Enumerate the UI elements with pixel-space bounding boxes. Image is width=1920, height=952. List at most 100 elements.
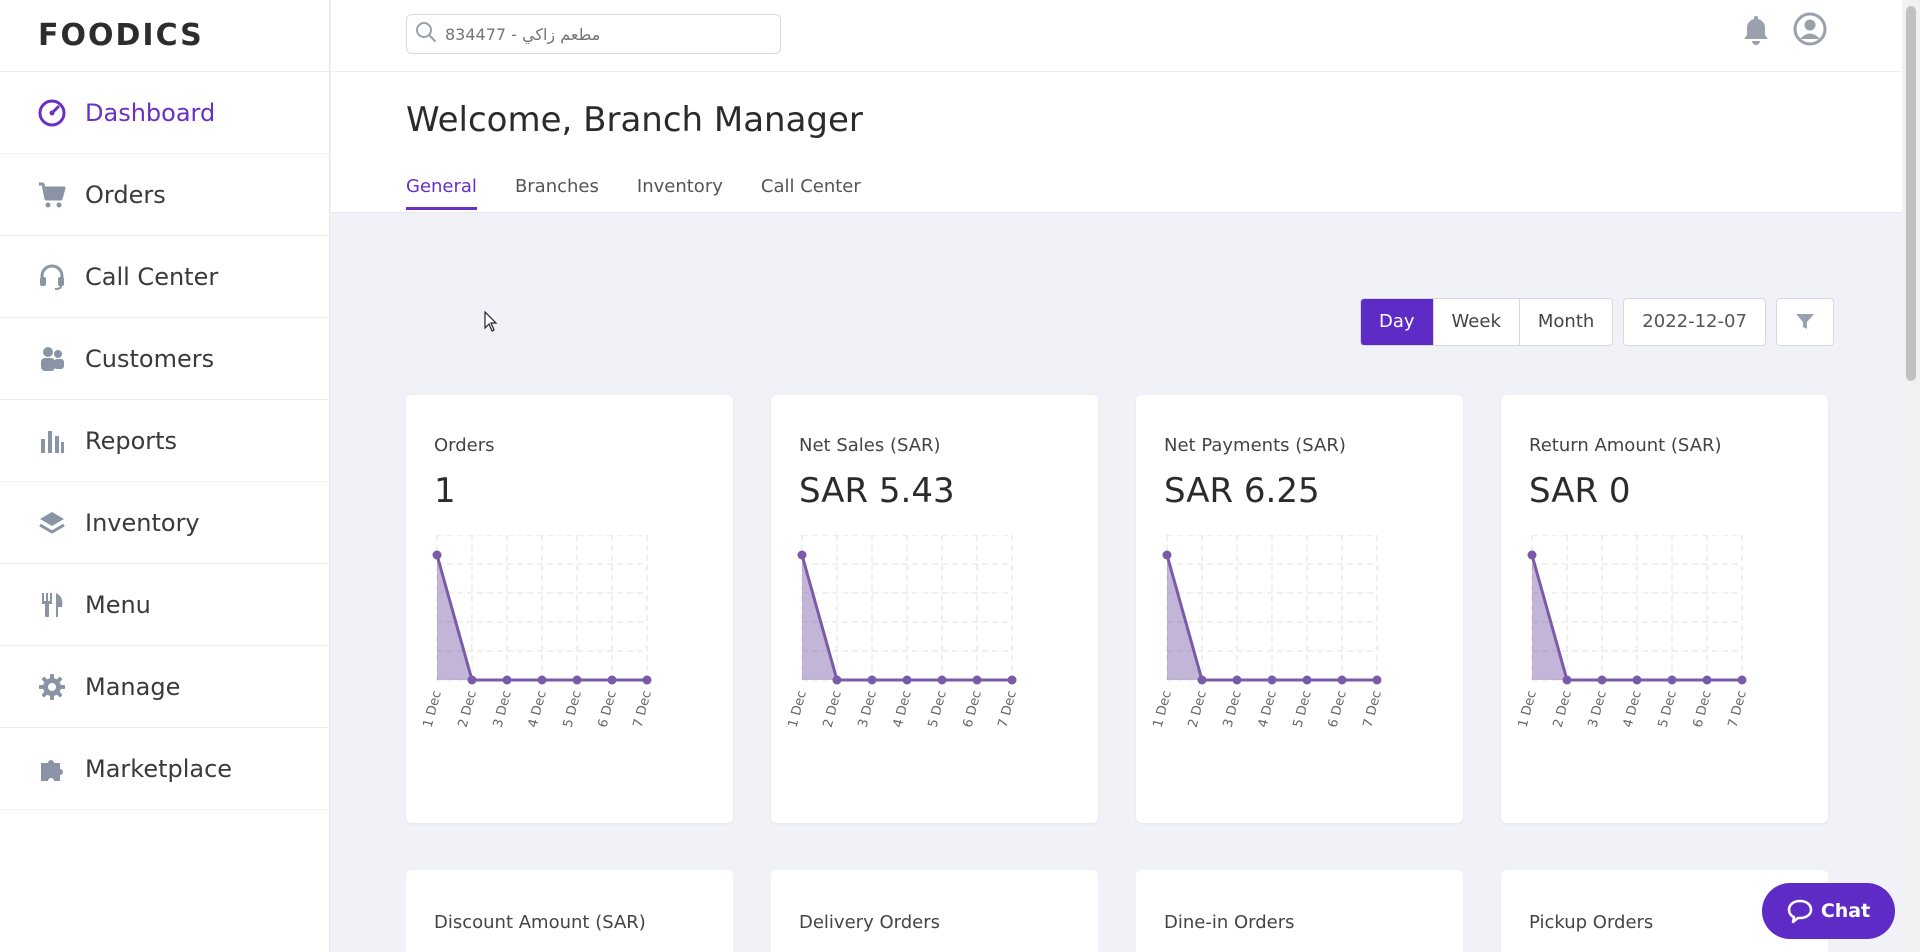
customers-icon xyxy=(37,344,67,374)
scrollbar-thumb[interactable] xyxy=(1906,6,1916,381)
sidebar: FOODICS Dashboard Orders Call Center Cus… xyxy=(0,0,330,952)
x-tick-label: 6 Dec xyxy=(596,689,620,729)
sidebar-item-label: Inventory xyxy=(85,508,200,537)
data-point xyxy=(1302,675,1312,685)
data-point xyxy=(1702,675,1712,685)
series-area xyxy=(437,555,647,680)
data-point xyxy=(1372,675,1382,685)
x-tick-label: 5 Dec xyxy=(1656,689,1680,729)
cart-icon xyxy=(37,180,67,210)
sidebar-item-manage[interactable]: Manage xyxy=(0,646,329,728)
sidebar-item-orders[interactable]: Orders xyxy=(0,154,329,236)
filter-button[interactable] xyxy=(1775,298,1834,346)
logo-text: FOODICS xyxy=(38,18,204,53)
logo[interactable]: FOODICS xyxy=(0,0,329,72)
layers-icon xyxy=(37,508,67,538)
data-point xyxy=(1337,675,1347,685)
card-net-sales: Net Sales (SAR) SAR 5.43 1 Dec 2 Dec 3 Dec… xyxy=(771,395,1098,823)
sidebar-item-dashboard[interactable]: Dashboard xyxy=(0,72,329,154)
data-point xyxy=(1632,675,1642,685)
card-title: Pickup Orders xyxy=(1529,912,1654,933)
x-tick-label: 7 Dec xyxy=(1726,689,1750,729)
x-tick-label: 7 Dec xyxy=(1361,689,1385,729)
card-value: SAR 5.43 xyxy=(799,471,955,511)
sidebar-item-inventory[interactable]: Inventory xyxy=(0,482,329,564)
x-tick-label: 3 Dec xyxy=(491,689,515,729)
card-delivery-orders: Delivery Orders xyxy=(771,870,1098,952)
period-selector: Day Week Month xyxy=(1360,298,1614,346)
period-week-button[interactable]: Week xyxy=(1434,299,1520,345)
sidebar-item-reports[interactable]: Reports xyxy=(0,400,329,482)
mouse-cursor-icon xyxy=(484,310,498,337)
x-tick-label: 6 Dec xyxy=(961,689,985,729)
user-avatar-icon[interactable] xyxy=(1793,12,1827,46)
period-month-button[interactable]: Month xyxy=(1537,311,1595,332)
data-point xyxy=(642,675,652,685)
headset-icon xyxy=(37,262,67,292)
x-tick-label: 7 Dec xyxy=(631,689,655,729)
period-day-button[interactable]: Day xyxy=(1361,299,1434,345)
data-point xyxy=(937,675,947,685)
sidebar-item-menu[interactable]: Menu xyxy=(0,564,329,646)
card-value: SAR 0 xyxy=(1529,471,1631,511)
x-tick-label: 5 Dec xyxy=(926,689,950,729)
card-discount-amount: Discount Amount (SAR) xyxy=(406,870,733,952)
x-tick-label: 4 Dec xyxy=(1621,689,1645,729)
tab-call-center[interactable]: Call Center xyxy=(760,176,861,197)
dashboard-icon xyxy=(37,98,67,128)
data-point xyxy=(1667,675,1677,685)
search-icon xyxy=(415,21,437,47)
data-point xyxy=(1162,550,1172,560)
net-sales-chart: 1 Dec 2 Dec 3 Dec 4 Dec 5 Dec 6 Dec 7 Dec xyxy=(786,535,1020,729)
x-tick-label: 3 Dec xyxy=(1221,689,1245,729)
card-dine-in-orders: Dine-in Orders xyxy=(1136,870,1463,952)
sidebar-item-label: Customers xyxy=(85,344,215,373)
sidebar-item-customers[interactable]: Customers xyxy=(0,318,329,400)
puzzle-icon xyxy=(37,754,67,784)
x-tick-label: 1 Dec xyxy=(421,689,445,729)
data-point xyxy=(502,675,512,685)
sidebar-item-label: Marketplace xyxy=(85,754,233,783)
x-tick-label: 6 Dec xyxy=(1326,689,1350,729)
summary-cards: Orders 1 1 Dec 2 Dec 3 Dec 4 Dec 5 Dec 6 Dec 7… xyxy=(406,395,1828,823)
tab-general[interactable]: General xyxy=(406,176,477,210)
x-tick-label: 5 Dec xyxy=(1291,689,1315,729)
dashboard-controls: Day Week Month 2022-12-07 xyxy=(1360,298,1834,346)
x-tick-label: 3 Dec xyxy=(856,689,880,729)
card-title: Net Payments (SAR) xyxy=(1164,435,1346,456)
tab-bar: General Branches Inventory Call Center xyxy=(406,176,861,210)
x-tick-label: 5 Dec xyxy=(561,689,585,729)
date-picker-button[interactable]: 2022-12-07 xyxy=(1623,298,1766,346)
filter-icon xyxy=(1795,314,1814,329)
tab-branches[interactable]: Branches xyxy=(514,176,599,197)
card-title: Return Amount (SAR) xyxy=(1529,435,1722,456)
sidebar-item-label: Call Center xyxy=(85,262,219,291)
sidebar-item-label: Manage xyxy=(85,672,181,701)
search-input[interactable] xyxy=(445,24,765,44)
x-tick-label: 1 Dec xyxy=(786,689,810,729)
data-point xyxy=(1737,675,1747,685)
sidebar-item-marketplace[interactable]: Marketplace xyxy=(0,728,329,810)
tab-inventory[interactable]: Inventory xyxy=(636,176,723,197)
chat-button[interactable]: Chat xyxy=(1762,883,1895,939)
search-box[interactable] xyxy=(406,14,781,54)
data-point xyxy=(1597,675,1607,685)
card-title: Dine-in Orders xyxy=(1164,912,1295,933)
card-title: Orders xyxy=(434,435,495,456)
x-tick-label: 4 Dec xyxy=(891,689,915,729)
x-tick-label: 7 Dec xyxy=(996,689,1020,729)
card-value: 1 xyxy=(434,471,456,511)
x-tick-label: 2 Dec xyxy=(1551,689,1575,729)
page-scrollbar[interactable] xyxy=(1902,0,1920,952)
data-point xyxy=(1007,675,1017,685)
card-title: Delivery Orders xyxy=(799,912,940,933)
sidebar-item-call-center[interactable]: Call Center xyxy=(0,236,329,318)
card-title: Discount Amount (SAR) xyxy=(434,912,646,933)
bell-icon[interactable] xyxy=(1741,14,1773,46)
data-point xyxy=(1527,550,1537,560)
data-point xyxy=(1197,675,1207,685)
x-tick-label: 6 Dec xyxy=(1691,689,1715,729)
data-point xyxy=(607,675,617,685)
sidebar-item-label: Menu xyxy=(85,590,151,619)
chat-label: Chat xyxy=(1820,900,1871,922)
